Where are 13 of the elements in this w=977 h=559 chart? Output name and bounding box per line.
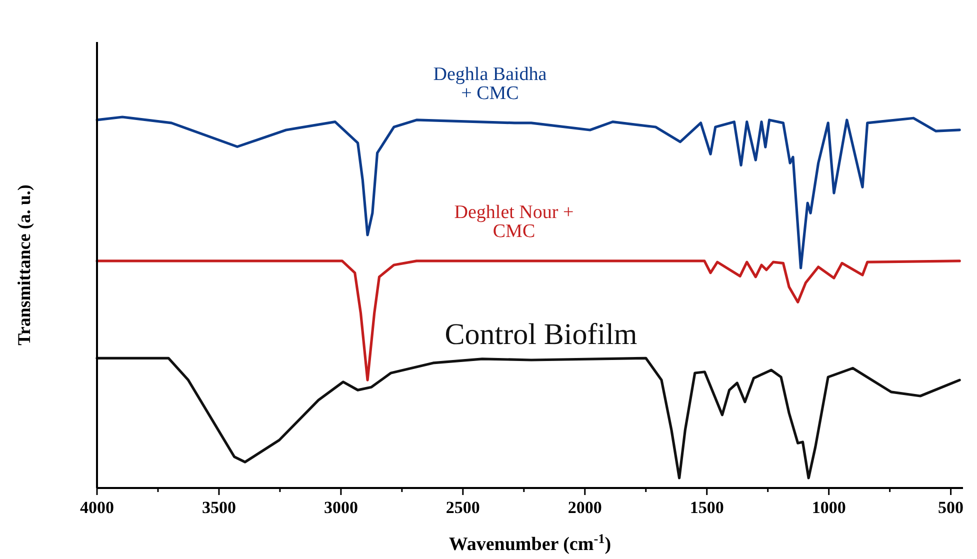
x-tick-label: 4000 xyxy=(80,498,114,517)
x-tick-label: 3500 xyxy=(202,498,236,517)
x-tick-label: 1000 xyxy=(812,498,846,517)
x-tick-label: 500 xyxy=(938,498,964,517)
x-axis-title: Wavenumber (cm$^{-1}$) xyxy=(448,530,612,555)
series-label: Deghla Baidha + CMC xyxy=(433,64,548,104)
x-tick-label: 1500 xyxy=(690,498,724,517)
x-tick-label: 2000 xyxy=(568,498,602,517)
y-axis-title: Transmittance (a. u.) xyxy=(14,184,34,346)
series-label: Deghlet Nour + CMC xyxy=(454,202,574,242)
x-tick-label: 3000 xyxy=(324,498,358,517)
x-tick-label: 2500 xyxy=(446,498,480,517)
series-label: Control Biofilm xyxy=(444,318,638,351)
